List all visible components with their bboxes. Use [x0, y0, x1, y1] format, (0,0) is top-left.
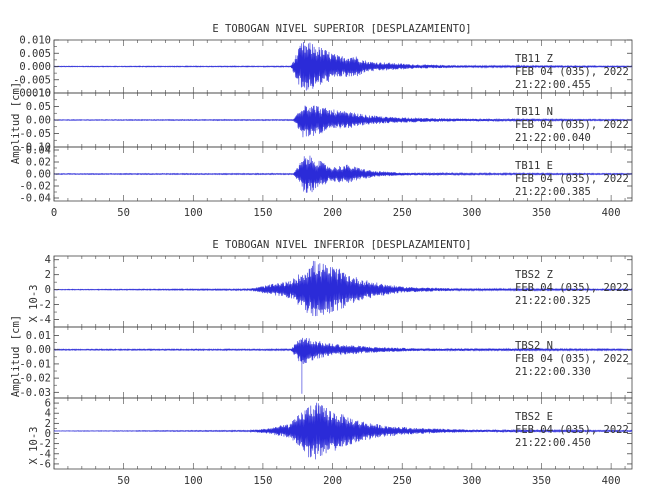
x-tick-label: 300 — [462, 207, 481, 219]
station-label: TB11 E — [515, 160, 553, 172]
date-label: FEB 04 (035), 2022 — [515, 424, 629, 436]
scale-factor-label: X 10-3 — [28, 285, 40, 323]
x-tick-label: 200 — [323, 475, 342, 487]
y-tick-label: 4 — [45, 408, 51, 420]
lower-level-chart: E TOBOGAN NIVEL INFERIOR [DESPLAZAMIENTO… — [10, 239, 633, 487]
y-tick-label: 2 — [45, 418, 51, 430]
x-tick-label: 400 — [602, 475, 621, 487]
station-label: TBS2 E — [515, 411, 553, 423]
chart-title-upper: E TOBOGAN NIVEL SUPERIOR [DESPLAZAMIENTO… — [212, 23, 471, 35]
x-tick-label: 400 — [602, 207, 621, 219]
date-label: FEB 04 (035), 2022 — [515, 66, 629, 78]
y-tick-label: 0.010 — [19, 35, 51, 47]
y-tick-label: -0.05 — [19, 128, 51, 140]
y-tick-label: -0.02 — [19, 181, 51, 193]
y-tick-label: -0.03 — [19, 387, 51, 399]
date-label: FEB 04 (035), 2022 — [515, 119, 629, 131]
waveform-trace — [53, 42, 633, 91]
y-tick-label: 2 — [45, 269, 51, 281]
waveform-trace — [53, 105, 633, 138]
y-tick-label: 0.05 — [26, 101, 51, 113]
y-tick-label: -0.010 — [13, 88, 51, 100]
station-label: TBS2 N — [515, 340, 553, 352]
y-tick-label: -0.10 — [19, 142, 51, 154]
x-tick-label: 50 — [117, 207, 130, 219]
station-label: TB11 Z — [515, 53, 553, 65]
x-tick-label: 50 — [117, 475, 130, 487]
waveform-trace — [53, 402, 633, 460]
y-tick-label: -0.01 — [19, 358, 51, 370]
date-label: FEB 04 (035), 2022 — [515, 353, 629, 365]
y-tick-label: -4 — [38, 448, 51, 460]
y-tick-label: 0.00 — [26, 169, 51, 181]
time-label: 21:22:00.040 — [515, 132, 591, 144]
upper-level-chart: E TOBOGAN NIVEL SUPERIOR [DESPLAZAMIENTO… — [10, 23, 633, 219]
x-tick-label: 100 — [184, 475, 203, 487]
y-tick-label: -2 — [38, 438, 51, 450]
y-tick-label: -2 — [38, 299, 51, 311]
x-tick-label: 350 — [532, 207, 551, 219]
y-tick-label: 0 — [45, 428, 51, 440]
chart-title-lower: E TOBOGAN NIVEL INFERIOR [DESPLAZAMIENTO… — [212, 239, 471, 251]
time-label: 21:22:00.385 — [515, 186, 591, 198]
y-tick-label: 0.01 — [26, 330, 51, 342]
time-label: 21:22:00.450 — [515, 437, 591, 449]
y-tick-label: -4 — [38, 314, 51, 326]
x-tick-label: 150 — [253, 475, 272, 487]
x-tick-label: 250 — [393, 207, 412, 219]
x-tick-label: 250 — [393, 475, 412, 487]
scale-factor-label: X 10-3 — [28, 427, 40, 465]
date-label: FEB 04 (035), 2022 — [515, 173, 629, 185]
x-tick-label: 0 — [51, 207, 57, 219]
x-tick-label: 150 — [253, 207, 272, 219]
y-tick-label: 0.10 — [26, 88, 51, 100]
y-tick-label: 4 — [45, 254, 51, 266]
date-label: FEB 04 (035), 2022 — [515, 282, 629, 294]
y-tick-label: -0.02 — [19, 373, 51, 385]
x-tick-label: 200 — [323, 207, 342, 219]
y-tick-label: 0.005 — [19, 48, 51, 60]
y-tick-label: 6 — [45, 398, 51, 410]
waveform-trace — [53, 260, 633, 317]
y-axis-label-lower: Amplitud [cm] — [10, 315, 22, 397]
y-tick-label: 0.00 — [26, 115, 51, 127]
x-tick-label: 300 — [462, 475, 481, 487]
y-tick-label: 0 — [45, 284, 51, 296]
time-label: 21:22:00.330 — [515, 366, 591, 378]
y-axis-label-upper: Amplitud [cm] — [10, 82, 22, 164]
y-tick-label: -6 — [38, 458, 51, 470]
y-tick-label: -0.005 — [13, 74, 51, 86]
y-tick-label: 0.04 — [26, 145, 51, 157]
x-tick-label: 100 — [184, 207, 203, 219]
time-label: 21:22:00.325 — [515, 295, 591, 307]
x-tick-label: 350 — [532, 475, 551, 487]
station-label: TB11 N — [515, 106, 553, 118]
y-tick-label: 0.000 — [19, 61, 51, 73]
station-label: TBS2 Z — [515, 269, 553, 281]
y-tick-label: -0.04 — [19, 193, 51, 205]
time-label: 21:22:00.455 — [515, 79, 591, 91]
y-tick-label: 0.00 — [26, 344, 51, 356]
waveform-trace — [53, 337, 633, 394]
waveform-trace — [53, 155, 633, 193]
y-tick-label: 0.02 — [26, 157, 51, 169]
